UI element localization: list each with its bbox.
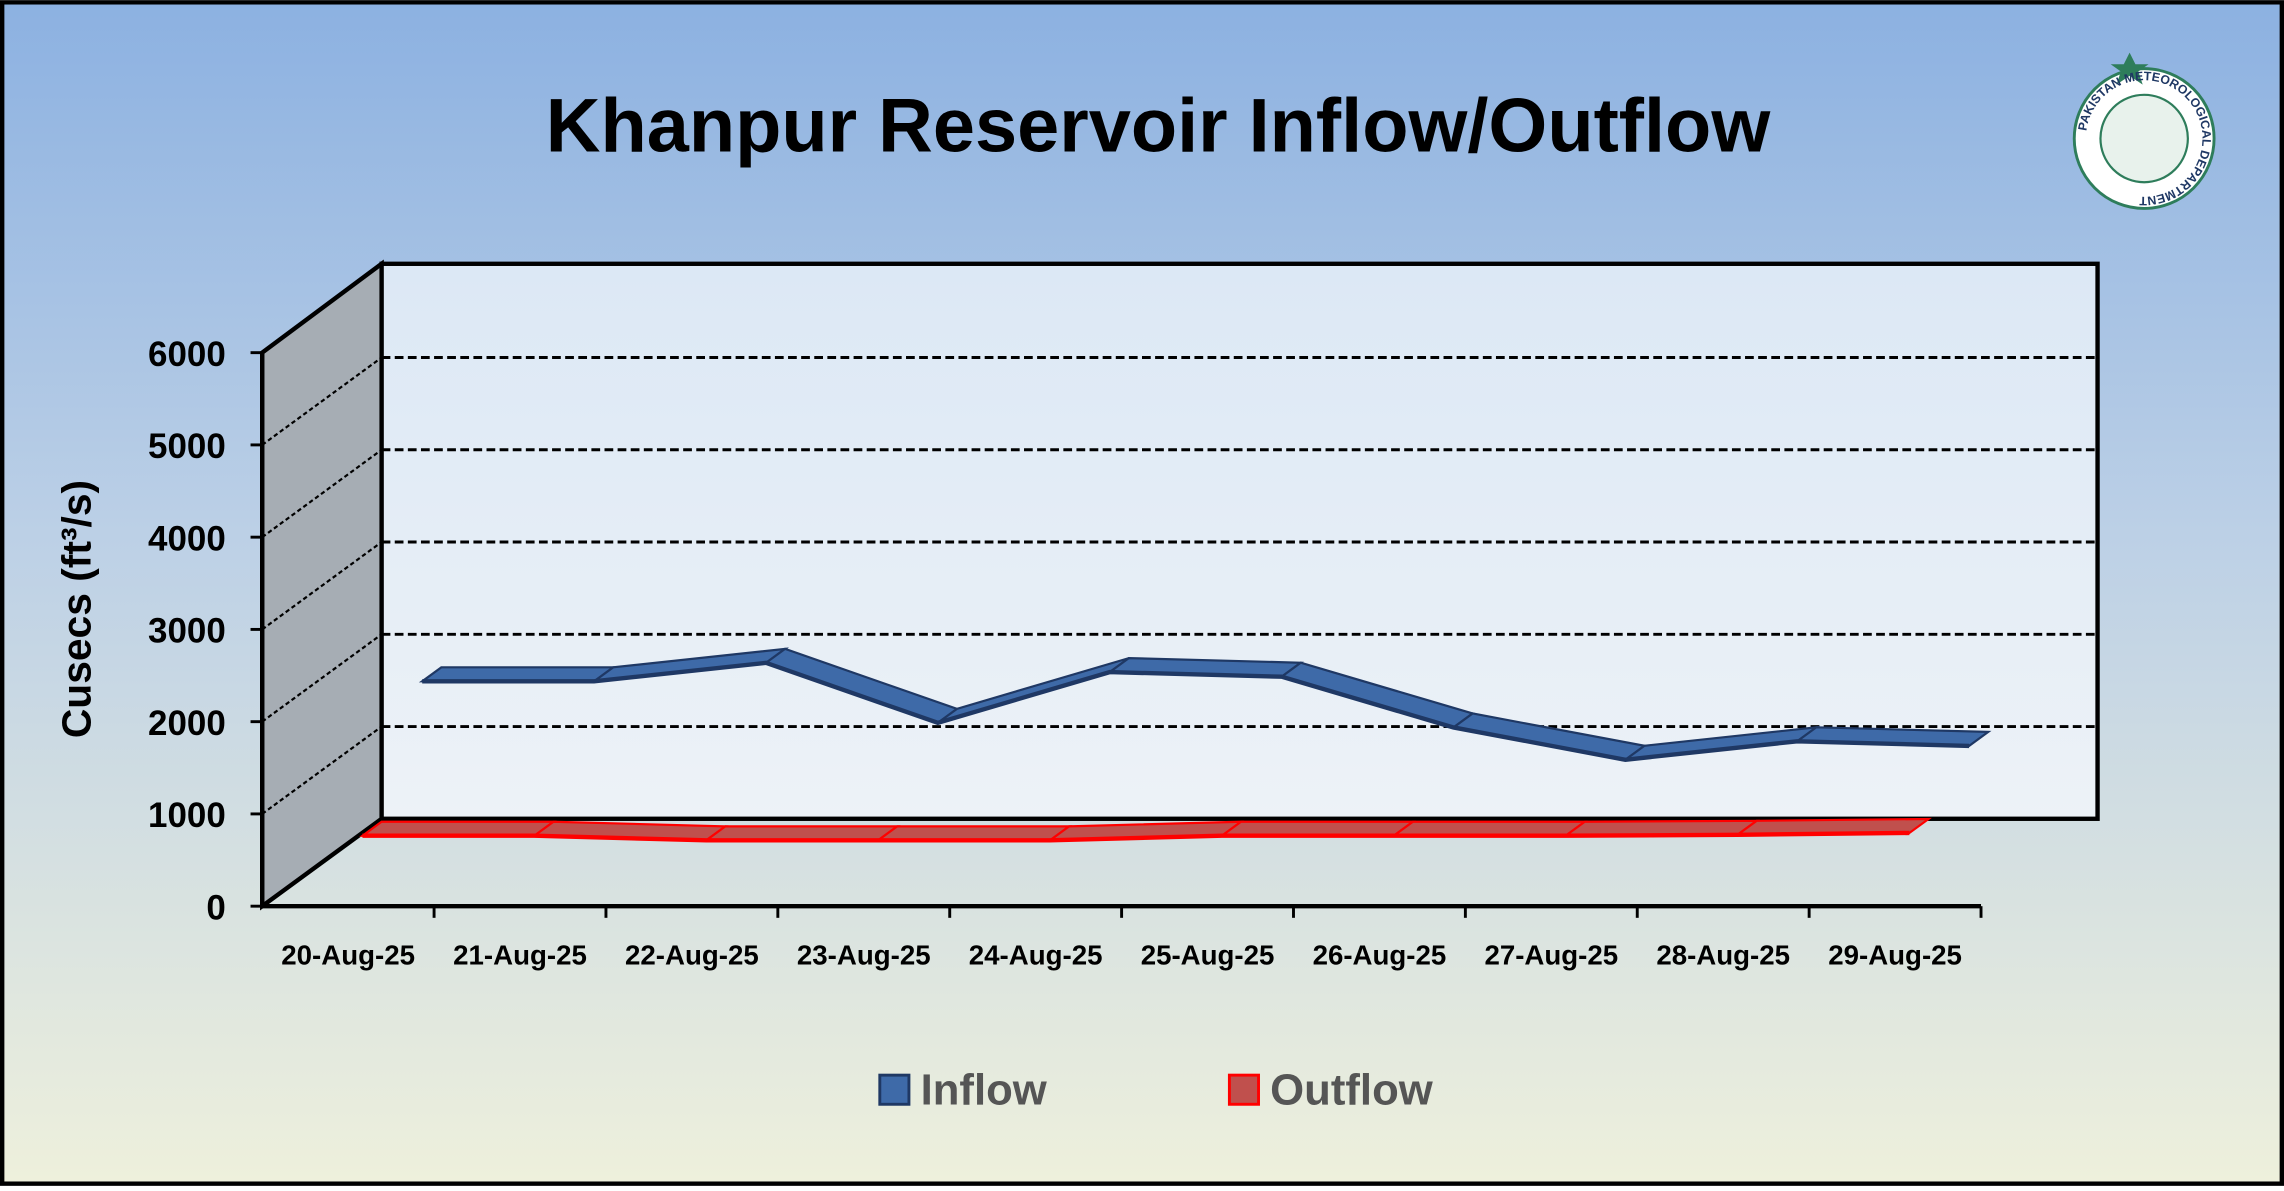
x-tick-label: 20-Aug-25 xyxy=(281,939,415,970)
x-tick-label: 29-Aug-25 xyxy=(1828,939,1962,970)
plot: 0 1000 2000 3000 4000 5000 6000 20-Aug-25 21-Aug… xyxy=(148,335,2098,1114)
legend-label: Inflow xyxy=(921,1065,1048,1114)
x-tick-label: 26-Aug-25 xyxy=(1313,939,1447,970)
side-grid-line xyxy=(261,448,383,539)
y-tick-label: 4000 xyxy=(148,519,226,558)
chart-title: Khanpur Reservoir Inflow/Outflow xyxy=(546,84,1772,169)
side-grid-line xyxy=(261,633,383,723)
side-grid-line xyxy=(261,725,383,815)
y-tick-label: 2000 xyxy=(148,704,226,743)
y-tick-label: 6000 xyxy=(148,335,226,374)
y-tick-label: 1000 xyxy=(148,796,226,835)
legend-label: Outflow xyxy=(1270,1065,1434,1114)
x-tick-label: 24-Aug-25 xyxy=(969,939,1103,970)
y-tick-label: 5000 xyxy=(148,427,226,466)
side-grid-line xyxy=(261,356,383,446)
x-tick-label: 27-Aug-25 xyxy=(1484,939,1618,970)
x-tick-label: 21-Aug-25 xyxy=(453,939,587,970)
x-tick-label: 25-Aug-25 xyxy=(1141,939,1275,970)
x-tick-label: 23-Aug-25 xyxy=(797,939,931,970)
legend-swatch xyxy=(878,1073,911,1106)
logo: PAKISTAN METEOROLOGICAL DEPARTMENT xyxy=(2072,52,2216,210)
side-grid-line xyxy=(261,541,383,631)
x-tick-label: 28-Aug-25 xyxy=(1656,939,1790,970)
legend-swatch xyxy=(1227,1073,1260,1106)
logo-core xyxy=(2099,93,2189,184)
x-tick-label: 22-Aug-25 xyxy=(625,939,759,970)
y-tick-label: 0 xyxy=(206,888,225,927)
y-tick-label: 3000 xyxy=(148,612,226,651)
series-line xyxy=(362,830,1910,843)
logo-star xyxy=(2110,52,2149,85)
series-line xyxy=(422,660,1970,762)
y-axis-title: Cusecs (ft³/s) xyxy=(53,480,99,738)
